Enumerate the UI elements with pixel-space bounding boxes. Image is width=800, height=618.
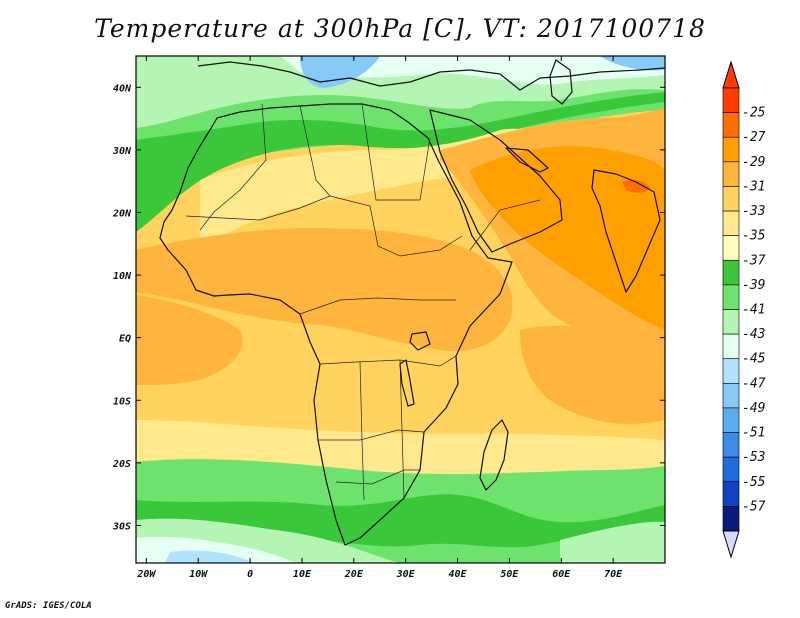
colorbar-swatch bbox=[722, 456, 740, 483]
india-coastline bbox=[591, 169, 661, 293]
temperature-field bbox=[136, 56, 665, 563]
colorbar-swatch bbox=[722, 309, 740, 335]
arabia-coastline bbox=[429, 109, 563, 253]
border-line bbox=[318, 429, 425, 441]
caspian-coastline bbox=[549, 59, 573, 105]
colorbar-label: -33 bbox=[742, 204, 765, 219]
colorbar-swatch bbox=[722, 383, 740, 409]
border-line bbox=[359, 361, 365, 501]
lat-tick-label: 40N bbox=[113, 83, 132, 94]
lake-victoria bbox=[409, 331, 431, 351]
colorbar-label: -51 bbox=[742, 426, 765, 441]
colorbar-label: -57 bbox=[742, 499, 766, 514]
colorbar-swatch bbox=[722, 333, 740, 360]
lon-tick-label: 0 bbox=[247, 569, 253, 580]
colorbar-label: -41 bbox=[742, 303, 765, 318]
field-east-indian-ocean bbox=[520, 325, 665, 424]
lat-tick-label: 30S bbox=[112, 521, 131, 532]
colorbar-swatch bbox=[722, 407, 740, 433]
colorbar-swatch bbox=[722, 235, 740, 261]
lon-tick-label: 60E bbox=[552, 569, 571, 580]
colorbar-label: -43 bbox=[742, 327, 765, 342]
madagascar-coastline bbox=[479, 419, 509, 491]
colorbar-label: -45 bbox=[742, 352, 766, 367]
lon-tick-label: 70E bbox=[604, 569, 623, 580]
field-india-hot bbox=[622, 180, 650, 193]
colorbar-swatch bbox=[722, 186, 740, 212]
country-borders bbox=[185, 103, 541, 501]
lon-tick-label: 10E bbox=[293, 569, 312, 580]
latitude-axis: 40N 30N 20N 10N EQ 10S 20S 30S bbox=[112, 83, 665, 532]
lon-tick-label: 10W bbox=[189, 569, 208, 580]
colorbar-swatch bbox=[722, 358, 740, 384]
colorbar-swatch bbox=[722, 112, 740, 138]
plot-frame bbox=[135, 55, 666, 564]
field-arabia-deep bbox=[470, 146, 665, 330]
lon-tick-label: 40E bbox=[449, 569, 468, 580]
field-south-blue bbox=[165, 550, 255, 563]
colorbar-swatch bbox=[722, 136, 740, 163]
colorbar-label: -53 bbox=[742, 450, 765, 465]
colorbar-label: -29 bbox=[742, 155, 765, 170]
colorbar-swatch bbox=[722, 210, 740, 236]
colorbar-swatch bbox=[722, 87, 740, 113]
border-line bbox=[399, 359, 405, 499]
border-line bbox=[469, 199, 541, 251]
lat-tick-label: 20S bbox=[112, 459, 131, 470]
field-west-warm bbox=[136, 295, 243, 386]
lon-tick-label: 20E bbox=[344, 569, 364, 580]
colorbar-swatch bbox=[722, 506, 740, 532]
colorbar-swatch bbox=[722, 481, 740, 507]
africa-coastline bbox=[159, 103, 513, 546]
border-line bbox=[299, 297, 456, 315]
field-central-africa-warm bbox=[136, 228, 513, 352]
field-north-blue bbox=[300, 56, 665, 88]
longitude-axis: 20W 10W 0 10E 20E 30E 40E 50E 60E 70E bbox=[136, 56, 623, 580]
colorbar-label: -47 bbox=[742, 376, 766, 391]
colorbar-swatch bbox=[722, 161, 740, 187]
colorbar-label: -25 bbox=[742, 106, 766, 121]
colorbar-swatch bbox=[722, 284, 740, 310]
lat-tick-label: 10N bbox=[113, 271, 132, 282]
colorbar-swatch bbox=[722, 259, 740, 286]
colorbar-label: -27 bbox=[742, 130, 766, 145]
border-line bbox=[335, 469, 420, 485]
coastlines bbox=[159, 59, 665, 546]
colorbar-label: -35 bbox=[742, 229, 766, 244]
field-south-light bbox=[136, 518, 665, 563]
colorbar-bottom-arrow bbox=[722, 530, 740, 559]
colorbar-label: -55 bbox=[742, 475, 766, 490]
lon-tick-label: 20W bbox=[136, 569, 156, 580]
persian-gulf-coastline bbox=[505, 147, 549, 173]
europe-coastline bbox=[197, 61, 665, 91]
border-line bbox=[361, 103, 431, 201]
border-line bbox=[199, 103, 267, 231]
lat-tick-label: 20N bbox=[112, 208, 132, 219]
lat-tick-label: 10S bbox=[113, 396, 131, 407]
field-north-green-dark bbox=[136, 92, 665, 232]
colorbar: -25 -27 -29 -31 -33 -35 -37 -39 -41 -43 -45 -47 -49 -… bbox=[722, 60, 766, 559]
lat-tick-label: EQ bbox=[119, 334, 131, 345]
colorbar-swatch bbox=[722, 432, 740, 458]
lon-tick-label: 30E bbox=[396, 569, 416, 580]
page-title: Temperature at 300hPa [C], VT: 201710071… bbox=[94, 14, 706, 43]
colorbar-label: -49 bbox=[742, 401, 765, 416]
footer-credit: GrADS: IGES/COLA bbox=[5, 601, 92, 611]
border-line bbox=[185, 195, 331, 221]
colorbar-label: -39 bbox=[742, 278, 765, 293]
border-line bbox=[377, 235, 463, 257]
lat-tick-label: 30N bbox=[112, 146, 132, 157]
colorbar-label: -31 bbox=[742, 179, 765, 194]
colorbar-label: -37 bbox=[742, 253, 766, 268]
colorbar-top-arrow bbox=[722, 60, 740, 89]
lon-tick-label: 50E bbox=[500, 569, 519, 580]
